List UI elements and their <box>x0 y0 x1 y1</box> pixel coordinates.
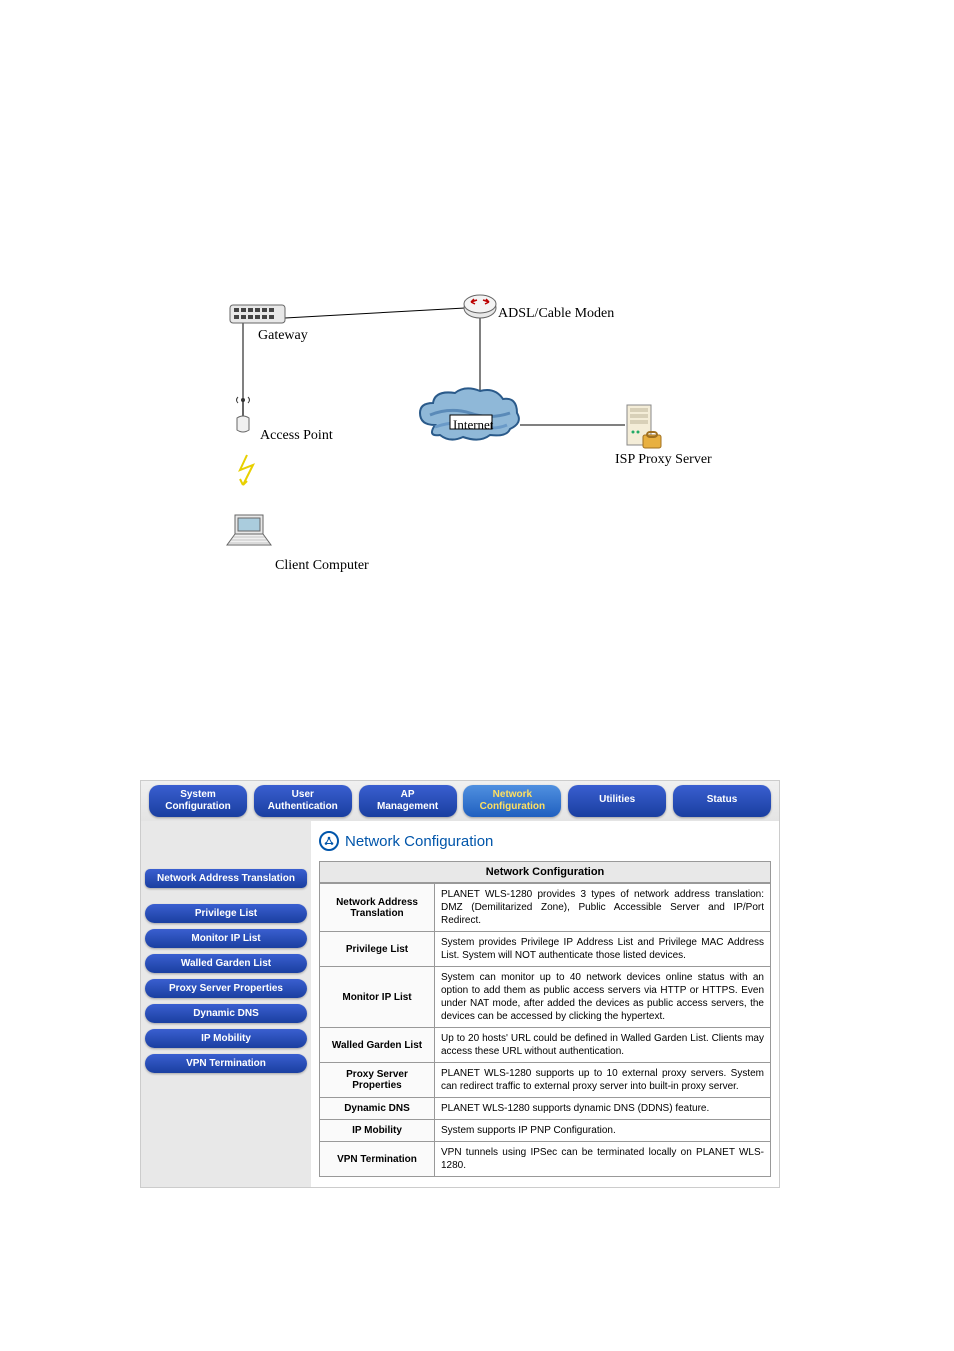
sidebar-ip-mobility[interactable]: IP Mobility <box>145 1029 307 1048</box>
nav-system-configuration[interactable]: System Configuration <box>149 785 247 817</box>
sidebar-privilege-list[interactable]: Privilege List <box>145 904 307 923</box>
modem-label: ADSL/Cable Moden <box>498 306 614 322</box>
nav-label: Network <box>465 789 559 801</box>
nav-network-configuration[interactable]: Network Configuration <box>463 785 561 817</box>
row-label: Proxy Server Properties <box>320 1063 435 1098</box>
row-label: Walled Garden List <box>320 1028 435 1063</box>
sidebar-label: VPN Termination <box>186 1058 266 1069</box>
row-desc: PLANET WLS-1280 supports up to 10 extern… <box>435 1063 771 1098</box>
table-row: Network Address TranslationPLANET WLS-12… <box>320 884 771 932</box>
sidebar-label: Network Address Translation <box>157 873 295 884</box>
nav-label: Management <box>361 801 455 813</box>
table-caption: Network Configuration <box>319 861 771 883</box>
ap-label: Access Point <box>260 428 333 444</box>
sidebar-label: Privilege List <box>195 908 257 919</box>
config-table: Network Configuration Network Address Tr… <box>319 861 771 1177</box>
row-desc: Up to 20 hosts' URL could be defined in … <box>435 1028 771 1063</box>
gateway-label: Gateway <box>258 328 308 344</box>
row-label: Privilege List <box>320 932 435 967</box>
row-desc: PLANET WLS-1280 supports dynamic DNS (DD… <box>435 1098 771 1120</box>
internet-label: Internet <box>453 417 493 433</box>
config-panel: System Configuration User Authentication… <box>140 780 780 1188</box>
row-label: VPN Termination <box>320 1142 435 1177</box>
sidebar-label: Proxy Server Properties <box>169 983 283 994</box>
proxy-label: ISP Proxy Server <box>615 452 712 468</box>
row-desc: System supports IP PNP Configuration. <box>435 1120 771 1142</box>
row-desc: VPN tunnels using IPSec can be terminate… <box>435 1142 771 1177</box>
nav-ap-management[interactable]: AP Management <box>359 785 457 817</box>
nav-label: Utilities <box>599 794 635 805</box>
sidebar: Network Address Translation Privilege Li… <box>141 821 311 1187</box>
nav-label: Configuration <box>151 801 245 813</box>
network-icon <box>319 831 339 851</box>
sidebar-label: IP Mobility <box>201 1033 251 1044</box>
row-label: Network Address Translation <box>320 884 435 932</box>
nav-label: Authentication <box>256 801 350 813</box>
client-label: Client Computer <box>275 558 369 574</box>
sidebar-dynamic-dns[interactable]: Dynamic DNS <box>145 1004 307 1023</box>
row-label: IP Mobility <box>320 1120 435 1142</box>
sidebar-label: Monitor IP List <box>191 933 260 944</box>
nav-label: AP <box>361 789 455 801</box>
page-title: Network Configuration <box>319 831 771 851</box>
table-row: Proxy Server PropertiesPLANET WLS-1280 s… <box>320 1063 771 1098</box>
sidebar-label: Dynamic DNS <box>193 1008 259 1019</box>
row-label: Monitor IP List <box>320 967 435 1028</box>
nav-user-authentication[interactable]: User Authentication <box>254 785 352 817</box>
sidebar-proxy-server-properties[interactable]: Proxy Server Properties <box>145 979 307 998</box>
page-title-text: Network Configuration <box>345 833 493 850</box>
row-desc: System provides Privilege IP Address Lis… <box>435 932 771 967</box>
table-row: Dynamic DNSPLANET WLS-1280 supports dyna… <box>320 1098 771 1120</box>
nav-status[interactable]: Status <box>673 785 771 817</box>
table-row: VPN TerminationVPN tunnels using IPSec c… <box>320 1142 771 1177</box>
nav-label: Status <box>707 794 738 805</box>
table-row: Privilege ListSystem provides Privilege … <box>320 932 771 967</box>
table-row: Walled Garden ListUp to 20 hosts' URL co… <box>320 1028 771 1063</box>
row-desc: System can monitor up to 40 network devi… <box>435 967 771 1028</box>
sidebar-label: Walled Garden List <box>181 958 271 969</box>
sidebar-nat[interactable]: Network Address Translation <box>145 869 307 888</box>
sidebar-vpn-termination[interactable]: VPN Termination <box>145 1054 307 1073</box>
row-desc: PLANET WLS-1280 provides 3 types of netw… <box>435 884 771 932</box>
nav-utilities[interactable]: Utilities <box>568 785 666 817</box>
row-label: Dynamic DNS <box>320 1098 435 1120</box>
nav-label: User <box>256 789 350 801</box>
network-diagram: Gateway ADSL/Cable Moden Internet Access… <box>220 280 780 600</box>
sidebar-monitor-ip-list[interactable]: Monitor IP List <box>145 929 307 948</box>
sidebar-walled-garden-list[interactable]: Walled Garden List <box>145 954 307 973</box>
table-row: Monitor IP ListSystem can monitor up to … <box>320 967 771 1028</box>
nav-label: Configuration <box>465 801 559 813</box>
nav-label: System <box>151 789 245 801</box>
table-row: IP MobilitySystem supports IP PNP Config… <box>320 1120 771 1142</box>
main-content: Network Configuration Network Configurat… <box>311 821 779 1187</box>
top-nav: System Configuration User Authentication… <box>141 781 779 821</box>
